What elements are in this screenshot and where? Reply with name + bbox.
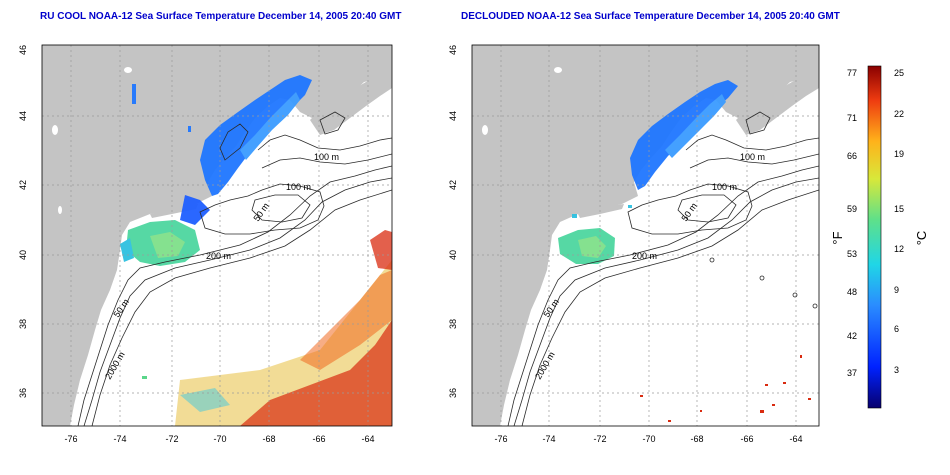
land-long-island — [578, 204, 624, 218]
svg-text:42: 42 — [18, 180, 28, 190]
svg-text:40: 40 — [18, 250, 28, 260]
svg-text:38: 38 — [18, 319, 28, 329]
svg-text:-64: -64 — [361, 434, 374, 444]
svg-text:25: 25 — [894, 68, 904, 78]
colorbar-c-ticks: 25 22 19 15 12 9 6 3 — [894, 68, 904, 375]
svg-text:-66: -66 — [740, 434, 753, 444]
svg-text:53: 53 — [847, 249, 857, 259]
svg-text:100 m: 100 m — [712, 182, 737, 192]
svg-text:100 m: 100 m — [740, 152, 765, 162]
svg-text:46: 46 — [448, 45, 458, 55]
svg-text:-70: -70 — [642, 434, 655, 444]
map-panel-raw: 100 m 100 m 50 m 200 m 50 m 2000 m 46 44… — [18, 44, 393, 444]
svg-text:12: 12 — [894, 244, 904, 254]
colorbar-fahrenheit-label: °F — [830, 231, 845, 244]
svg-text:6: 6 — [894, 324, 899, 334]
svg-text:-68: -68 — [690, 434, 703, 444]
grid-lines — [472, 45, 819, 426]
svg-text:19: 19 — [894, 149, 904, 159]
svg-text:-68: -68 — [262, 434, 275, 444]
svg-text:66: 66 — [847, 151, 857, 161]
map-panel-declouded: 100 m 100 m 50 m 200 m 50 m 2000 m 46 44… — [448, 44, 820, 444]
colorbar-celsius-label: °C — [914, 231, 929, 246]
svg-text:-74: -74 — [113, 434, 126, 444]
svg-text:38: 38 — [448, 319, 458, 329]
bathymetry-contours — [507, 111, 819, 426]
land-mass — [472, 45, 819, 426]
svg-text:-64: -64 — [789, 434, 802, 444]
svg-text:3: 3 — [894, 365, 899, 375]
bathymetry-contours — [77, 111, 392, 426]
svg-text:77: 77 — [847, 68, 857, 78]
svg-text:36: 36 — [18, 388, 28, 398]
svg-text:9: 9 — [894, 285, 899, 295]
colorbar-gradient — [867, 65, 882, 409]
svg-text:44: 44 — [448, 111, 458, 121]
svg-text:22: 22 — [894, 109, 904, 119]
sst-pixels — [120, 75, 312, 266]
svg-text:200 m: 200 m — [632, 251, 657, 261]
svg-text:100 m: 100 m — [286, 182, 311, 192]
svg-text:37: 37 — [847, 368, 857, 378]
sst-cloud-noise — [142, 230, 392, 426]
svg-text:100 m: 100 m — [314, 152, 339, 162]
svg-text:-74: -74 — [542, 434, 555, 444]
svg-text:-76: -76 — [64, 434, 77, 444]
svg-text:36: 36 — [448, 388, 458, 398]
lon-axis: -76 -74 -72 -70 -68 -66 -64 — [494, 434, 802, 444]
svg-text:42: 42 — [448, 180, 458, 190]
svg-text:46: 46 — [18, 45, 28, 55]
colorbar: 77 71 66 59 53 48 42 37 25 22 19 15 12 9… — [830, 65, 929, 409]
panel-title-raw: RU COOL NOAA-12 Sea Surface Temperature … — [40, 11, 402, 22]
land-nova-scotia — [736, 70, 819, 135]
svg-text:59: 59 — [847, 204, 857, 214]
svg-text:-70: -70 — [213, 434, 226, 444]
land-nova-scotia — [310, 70, 392, 135]
lon-axis: -76 -74 -72 -70 -68 -66 -64 — [64, 434, 374, 444]
svg-text:42: 42 — [847, 331, 857, 341]
land-mass — [42, 45, 392, 426]
svg-text:-72: -72 — [593, 434, 606, 444]
svg-text:200 m: 200 m — [206, 251, 231, 261]
svg-text:-66: -66 — [312, 434, 325, 444]
svg-text:15: 15 — [894, 204, 904, 214]
panel-title-declouded: DECLOUDED NOAA-12 Sea Surface Temperatur… — [461, 11, 840, 22]
svg-text:-72: -72 — [165, 434, 178, 444]
svg-text:71: 71 — [847, 113, 857, 123]
svg-text:44: 44 — [18, 111, 28, 121]
svg-text:-76: -76 — [494, 434, 507, 444]
lat-axis: 46 44 42 40 38 36 — [448, 45, 458, 398]
sst-warm-specks — [640, 355, 811, 422]
lat-axis: 46 44 42 40 38 36 — [18, 45, 28, 398]
svg-text:40: 40 — [448, 250, 458, 260]
colorbar-f-ticks: 77 71 66 59 53 48 42 37 — [847, 68, 857, 378]
grid-lines — [42, 45, 392, 426]
svg-text:48: 48 — [847, 287, 857, 297]
